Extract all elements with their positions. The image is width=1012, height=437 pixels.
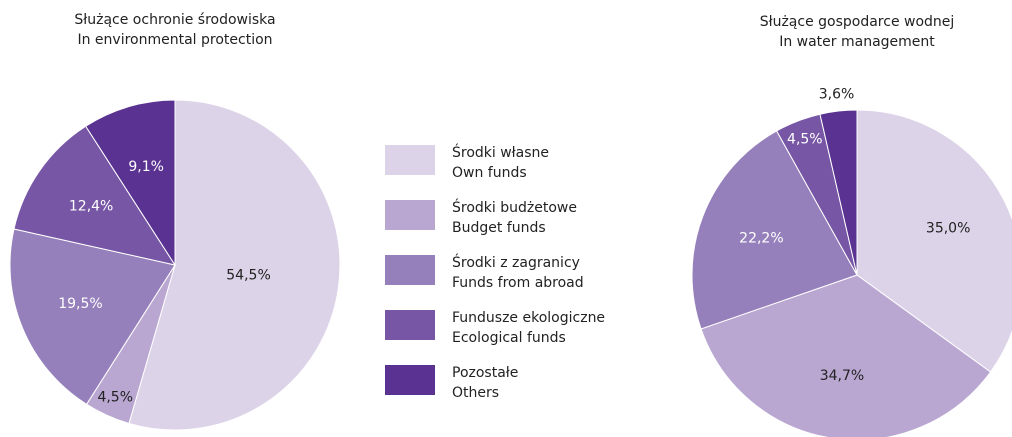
chart-title: Służące gospodarce wodnej [760, 14, 955, 30]
legend-sublabel: Own funds [452, 165, 527, 181]
legend-label: Środki własne [452, 143, 549, 161]
legend-swatch [385, 200, 435, 230]
chart-subtitle: In environmental protection [77, 32, 272, 48]
legend-sublabel: Others [452, 385, 499, 401]
data-label: 4,5% [787, 131, 823, 147]
pie-slice [700, 274, 992, 437]
data-label: 19,5% [58, 296, 102, 312]
legend-sublabel: Funds from abroad [452, 275, 584, 291]
pie-slice [819, 109, 858, 276]
legend-swatch [385, 255, 435, 285]
legend-label: Fundusze ekologiczne [452, 310, 605, 326]
legend-label: Pozostałe [452, 365, 518, 381]
data-label: 9,1% [128, 159, 164, 175]
legend-swatch [385, 365, 435, 395]
chart-subtitle: In water management [779, 34, 935, 50]
legend-swatch [385, 310, 435, 340]
data-label: 12,4% [69, 198, 113, 214]
data-label: 54,5% [226, 267, 270, 283]
data-label: 3,6% [819, 87, 855, 103]
pie-slice [9, 228, 176, 406]
pie-slice [13, 125, 177, 266]
legend-label: Środki budżetowe [452, 198, 577, 216]
data-label: 34,7% [820, 368, 864, 384]
data-label: 22,2% [739, 231, 783, 247]
data-label: 35,0% [926, 221, 970, 237]
pie-slice [128, 99, 341, 431]
pie-slice [691, 130, 858, 330]
legend-sublabel: Budget funds [452, 220, 546, 236]
legend-swatch [385, 145, 435, 175]
data-label: 4,5% [97, 389, 133, 405]
pie-slice [856, 109, 1012, 373]
legend-label: Środki z zagranicy [452, 253, 580, 271]
legend-sublabel: Ecological funds [452, 330, 566, 346]
pie-slice [85, 99, 176, 267]
chart-title: Służące ochronie środowiska [74, 12, 275, 28]
